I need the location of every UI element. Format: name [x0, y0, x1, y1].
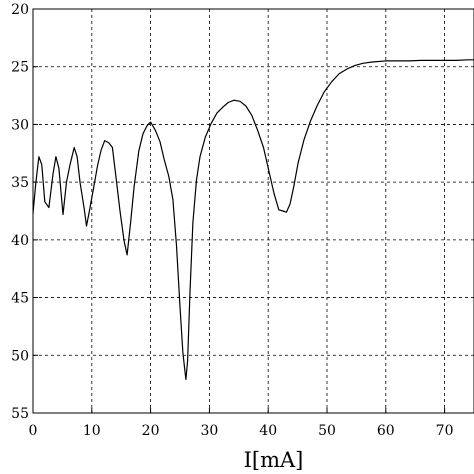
x-tick-label: 40: [259, 423, 277, 439]
plot-frame: [32, 8, 474, 414]
y-tick-label: 30: [11, 117, 29, 133]
y-tick-label: 20: [11, 2, 29, 18]
x-tick-label: 10: [83, 423, 101, 439]
y-tick-label: 25: [11, 60, 29, 76]
x-tick-label: 60: [377, 423, 395, 439]
ticks: [32, 8, 446, 414]
x-tick-label: 0: [29, 423, 38, 439]
y-tick-label: 40: [11, 233, 29, 249]
x-tick-label: 30: [200, 423, 218, 439]
series-line: [32, 59, 474, 381]
y-tick-label: 35: [11, 175, 29, 191]
x-tick-label: 50: [318, 423, 336, 439]
grid: [33, 9, 474, 413]
x-tick-label: 70: [436, 423, 454, 439]
y-tick-label: 45: [11, 291, 29, 307]
x-tick-label: 20: [142, 423, 160, 439]
series-layer: [32, 59, 474, 381]
y-tick-label: 50: [11, 348, 29, 364]
y-tick-label: 55: [11, 406, 29, 422]
x-axis-title: I[mA]: [244, 448, 304, 472]
tick-labels: 0 10 20 30 40 50 60 70 20 25 30 35 40 45 50 55: [11, 2, 453, 439]
